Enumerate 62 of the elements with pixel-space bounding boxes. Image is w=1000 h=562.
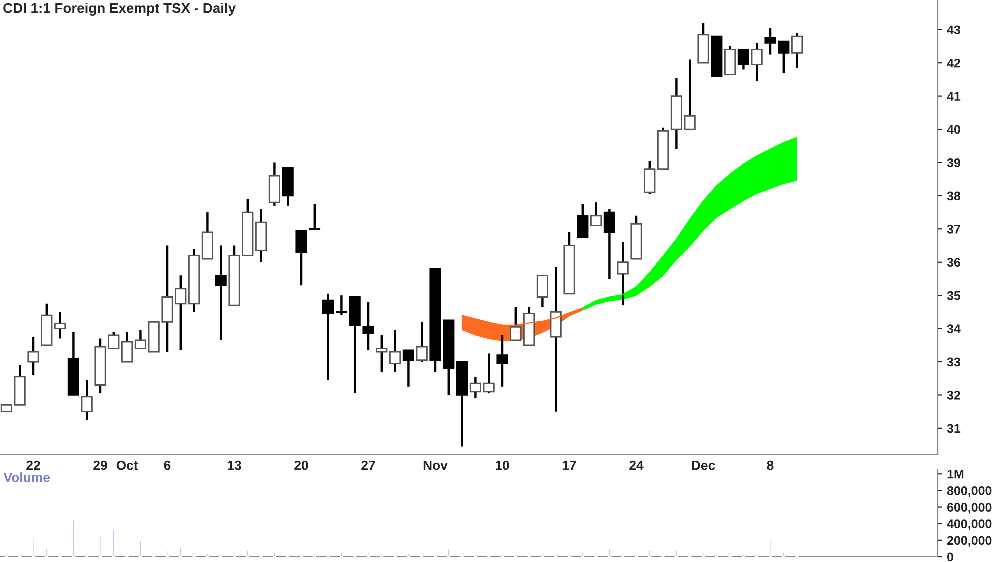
y-tick-label: 43 (947, 26, 960, 35)
candlestick (362, 301, 374, 352)
y-tick-label: 33 (947, 358, 960, 367)
candlestick (644, 160, 656, 196)
candlestick (496, 334, 508, 388)
y-tick-label: 37 (947, 224, 960, 234)
candlestick (122, 331, 134, 364)
candlestick (402, 349, 414, 388)
y-tick-label: 800,000 (947, 486, 992, 498)
y-tick-label: 38 (947, 192, 961, 201)
x-tick-label: 6 (164, 460, 171, 470)
y-tick-label: 1M (948, 470, 964, 479)
x-tick-label: Nov (424, 461, 448, 470)
candlestick (376, 334, 388, 374)
x-tick-label: Dec (692, 461, 716, 470)
x-tick-label: 20 (294, 460, 308, 470)
y-tick-label: 40 (947, 125, 960, 134)
chart-title: CDI 1:1 Foreign Exempt TSX - Daily (4, 3, 236, 16)
y-tick-label: 32 (947, 391, 960, 400)
y-tick-label: 35 (947, 291, 961, 300)
candlestick (738, 48, 750, 71)
x-tick-label: 17 (562, 461, 576, 470)
candlestick (336, 294, 348, 317)
candlestick (604, 208, 616, 280)
candlestick (510, 306, 522, 342)
candlestick (309, 203, 321, 230)
y-tick-label: 0 (948, 552, 954, 562)
candlestick (470, 376, 482, 400)
candlestick (81, 379, 93, 422)
y-tick-label: 200,000 (947, 536, 992, 547)
x-tick-label: 24 (630, 460, 644, 470)
x-tick-label: 8 (767, 460, 774, 470)
candlestick (134, 329, 146, 350)
candlestick (390, 329, 402, 374)
x-tick-label: 27 (362, 460, 376, 470)
candlestick (590, 201, 602, 227)
candlestick (28, 336, 40, 376)
y-tick-label: 34 (947, 324, 961, 334)
candlestick (54, 311, 66, 340)
x-tick-label: 10 (496, 460, 510, 470)
x-tick-label: 13 (228, 460, 242, 470)
candlestick (617, 241, 629, 307)
candlestick (536, 274, 548, 308)
candlestick (322, 292, 334, 382)
y-axis-title: Volume (4, 472, 50, 482)
y-tick-label: 42 (947, 58, 960, 68)
y-tick-label: 31 (947, 424, 961, 434)
candlestick (792, 32, 804, 70)
candlestick (577, 203, 589, 239)
candlestick (483, 352, 495, 395)
y-tick-label: 400,000 (947, 520, 992, 530)
x-tick-label: 22 (26, 460, 40, 470)
candlestick (215, 244, 227, 342)
candlestick (684, 58, 696, 131)
candlestick (751, 42, 763, 82)
candlestick (296, 230, 308, 287)
y-tick-label: 600,000 (947, 503, 992, 514)
y-tick-label: 39 (947, 158, 960, 168)
y-tick-label: 41 (947, 92, 961, 101)
y-tick-label: 36 (947, 258, 960, 268)
x-tick-label: Oct (116, 460, 138, 470)
x-tick-label: 29 (94, 460, 108, 470)
